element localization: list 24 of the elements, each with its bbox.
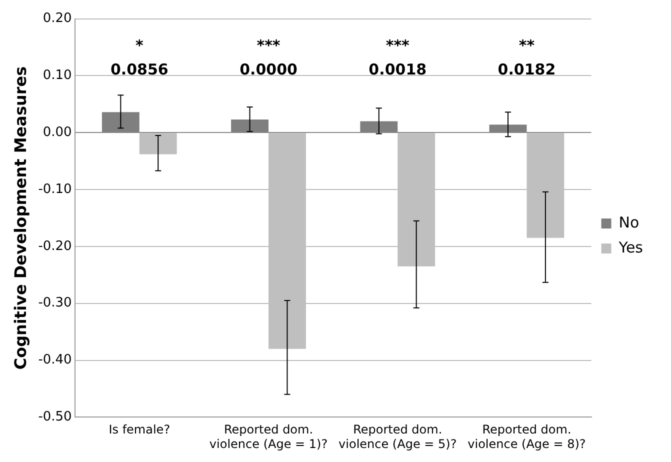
y-tick-label: 0.00 (42, 125, 72, 140)
y-tick-label: 0.10 (42, 68, 72, 84)
y-tick-label: -0.50 (38, 410, 72, 425)
x-tick-label: Is female? (108, 422, 170, 437)
y-tick-label: -0.30 (38, 296, 72, 311)
annotation: *** (386, 36, 410, 55)
y-tick-label: -0.20 (38, 238, 72, 254)
annotation: 0.0856 (110, 60, 168, 79)
legend-label: Yes (618, 238, 644, 256)
annotation: 0.0018 (368, 60, 427, 79)
y-tick-label: -0.40 (38, 352, 72, 368)
x-tick-label: Reported dom. violence (Age = 5)? (338, 422, 457, 451)
annotation: *** (256, 36, 280, 55)
annotation: 0.0000 (240, 60, 298, 79)
y-tick-label: 0.20 (42, 11, 72, 26)
annotation: 0.0182 (498, 60, 556, 79)
bar (139, 133, 177, 154)
y-tick-label: -0.10 (38, 182, 72, 197)
y-axis-title: Cognitive Development Measures (10, 66, 30, 370)
x-tick-label: Reported dom. violence (Age = 1)? (209, 422, 328, 451)
x-tick-label: Reported dom. violence (Age = 8)? (468, 422, 586, 451)
legend-label: No (618, 213, 640, 232)
annotation: ** (518, 36, 535, 55)
annotation: * (135, 36, 144, 55)
